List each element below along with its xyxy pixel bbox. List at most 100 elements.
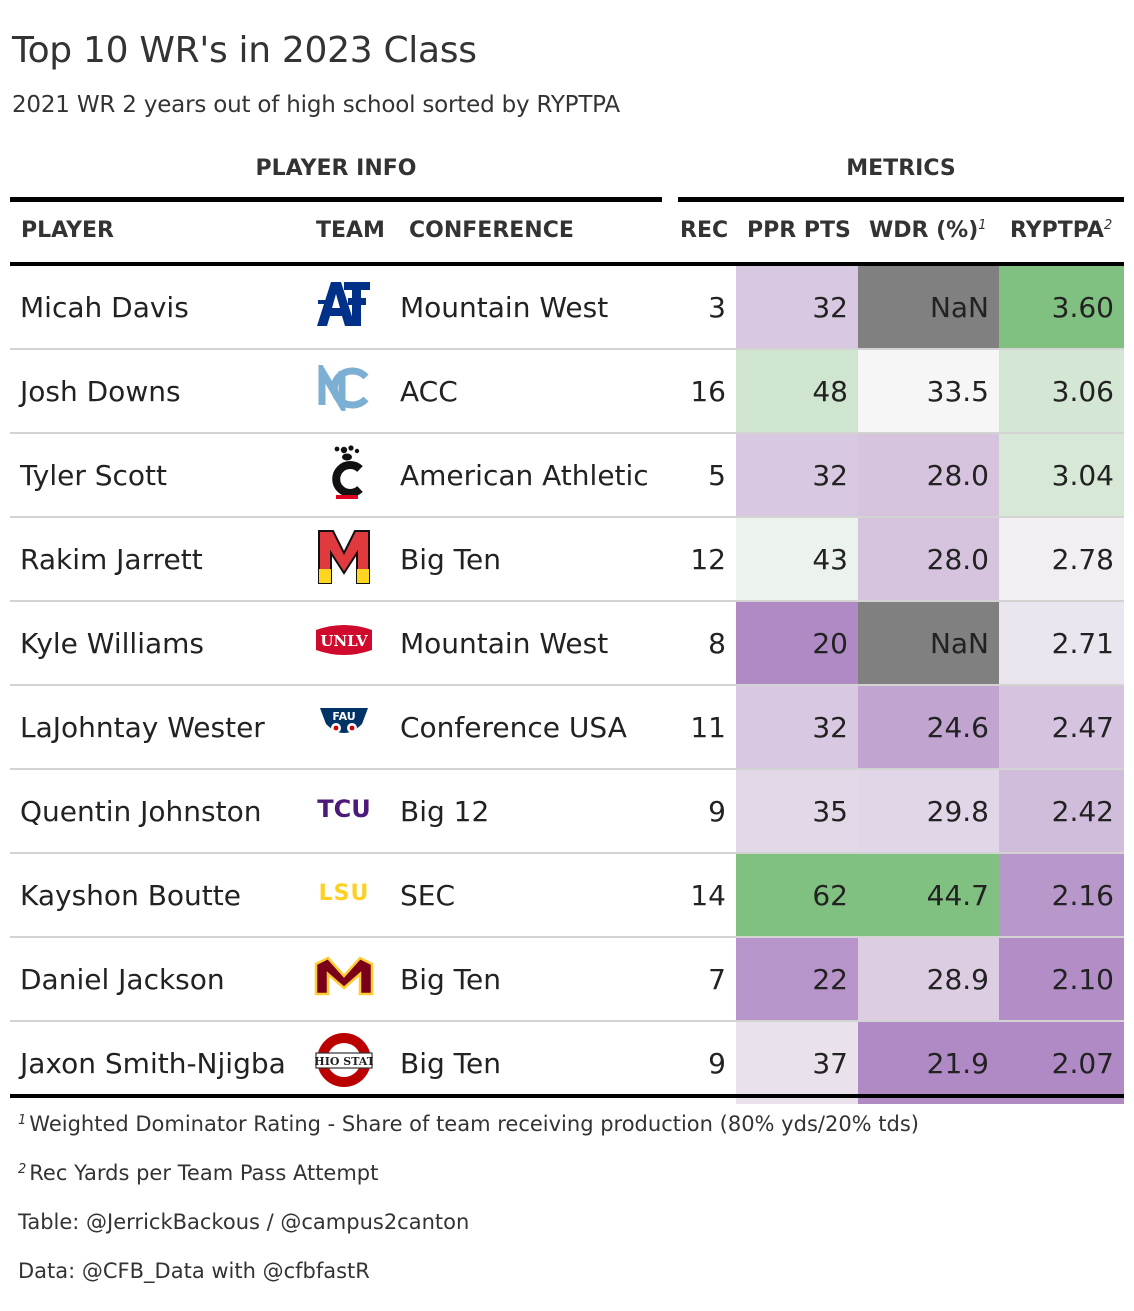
fau-logo: FAU [316, 704, 372, 744]
team-logo-cell [300, 266, 388, 350]
air-force-logo [314, 276, 374, 332]
footnote-1-text: Weighted Dominator Rating - Share of tea… [29, 1112, 920, 1136]
player-name-cell: Jaxon Smith-Njigba [20, 1046, 286, 1080]
player-name-cell: Kayshon Boutte [10, 853, 300, 938]
col-header-wdr-note: 1 [978, 218, 987, 233]
conference-cell: Conference USA [388, 685, 670, 770]
spanner-metrics: METRICS [846, 156, 956, 181]
table-row: Rakim Jarrett Big Ten 12 43 28.0 2.78 [10, 517, 1124, 602]
wdr-cell: NaN [858, 266, 999, 350]
ryptpa-cell: 2.42 [999, 769, 1124, 854]
ppr-cell: 32 [736, 685, 858, 770]
ppr-cell: 32 [736, 433, 858, 518]
col-header-ryptpa-note: 2 [1103, 218, 1113, 233]
source-table-credit: Table: @JerrickBackous / @campus2canton [18, 1210, 470, 1234]
conference-cell: Big Ten [388, 937, 670, 1022]
col-header-team: TEAM [316, 218, 385, 243]
ryptpa-cell: 2.07 [999, 1021, 1124, 1104]
col-header-player: PLAYER [21, 218, 114, 243]
table-row: Quentin Johnston TCU Big 12 9 35 29.8 2.42 [10, 769, 1124, 854]
table-row: Josh Downs ACC 16 48 33.5 3.06 [10, 349, 1124, 434]
footnote-1-mark: 1 [18, 1113, 27, 1128]
conference-cell: Big Ten [388, 517, 670, 602]
ohio-state-logo: OHIO STATE [315, 1031, 373, 1089]
ppr-cell: 43 [736, 517, 858, 602]
rec-cell: 11 [670, 685, 736, 770]
north-carolina-logo [314, 364, 374, 411]
ppr-cell: 32 [736, 266, 858, 350]
rec-cell: 9 [670, 769, 736, 854]
svg-text:FAU: FAU [332, 710, 355, 723]
wdr-cell: 28.0 [858, 433, 999, 518]
col-header-ppr: PPR PTS [747, 218, 851, 243]
wdr-cell: 29.8 [858, 769, 999, 854]
conference-cell: Big Ten [400, 1046, 501, 1080]
lsu-logo: LSU [313, 877, 375, 907]
svg-text:LSU: LSU [319, 881, 370, 906]
team-logo-cell [300, 517, 388, 602]
player-name-cell: Quentin Johnston [10, 769, 300, 854]
team-logo-cell [300, 349, 388, 434]
header-rule [10, 262, 1124, 266]
tcu-logo: TCU [314, 791, 374, 825]
player-name-cell: Tyler Scott [10, 433, 300, 518]
team-logo-cell: LSU [300, 853, 388, 938]
wdr-cell: 28.0 [858, 517, 999, 602]
rec-cell: 12 [670, 517, 736, 602]
player-name-cell: Josh Downs [10, 349, 300, 434]
ryptpa-cell: 2.71 [999, 601, 1124, 686]
svg-text:OHIO STATE: OHIO STATE [315, 1055, 373, 1068]
ppr-cell: 62 [736, 853, 858, 938]
team-logo-cell [300, 937, 388, 1022]
rec-cell: 3 [670, 266, 736, 350]
ppr-cell: 35 [736, 769, 858, 854]
player-name-cell: Micah Davis [10, 266, 300, 350]
team-logo-cell: UNLV [300, 601, 388, 686]
footnote-2-mark: 2 [18, 1162, 27, 1177]
player-name-cell: Rakim Jarrett [10, 517, 300, 602]
wdr-cell: 33.5 [858, 349, 999, 434]
table-row: Kyle Williams UNLV Mountain West 8 20 NaN 2.71 [10, 601, 1124, 686]
wdr-cell: 24.6 [858, 685, 999, 770]
bottom-rule [10, 1094, 1124, 1098]
conference-cell: ACC [388, 349, 670, 434]
unlv-logo: UNLV [314, 622, 374, 658]
table-row: Kayshon Boutte LSU SEC 14 62 44.7 2.16 [10, 853, 1124, 938]
ryptpa-cell: 2.10 [999, 937, 1124, 1022]
team-logo-cell [300, 433, 388, 518]
footnote-2: 2 Rec Yards per Team Pass Attempt [18, 1161, 378, 1185]
col-header-wdr-label: WDR (%) [869, 218, 979, 243]
spanner-metrics-rule [678, 197, 1124, 202]
table-row: Daniel Jackson Big Ten 7 22 28.9 2.10 [10, 937, 1124, 1022]
rec-cell: 7 [670, 937, 736, 1022]
ryptpa-cell: 2.16 [999, 853, 1124, 938]
table-row: Jaxon Smith-Njigba OHIO STATE Big Ten 9 3721… [10, 1021, 1124, 1104]
conference-cell: Big 12 [388, 769, 670, 854]
col-header-ryptpa: RYPTPA2 [1010, 218, 1112, 243]
wdr-cell: 28.9 [858, 937, 999, 1022]
player-name-cell: Kyle Williams [10, 601, 300, 686]
table-title: Top 10 WR's in 2023 Class [12, 30, 477, 71]
ryptpa-cell: 3.04 [999, 433, 1124, 518]
conference-cell: American Athletic [388, 433, 670, 518]
ppr-cell: 20 [736, 601, 858, 686]
team-logo-cell: OHIO STATE [300, 1021, 388, 1104]
col-header-wdr: WDR (%)1 [869, 218, 987, 243]
player-name-cell: Daniel Jackson [10, 937, 300, 1022]
wdr-cell: 44.7 [858, 853, 999, 938]
col-header-rec: REC [680, 218, 729, 243]
source-data-credit: Data: @CFB_Data with @cfbfastR [18, 1259, 370, 1283]
spanner-player-info-rule [10, 197, 662, 202]
rec-cell: 8 [670, 601, 736, 686]
svg-text:UNLV: UNLV [320, 632, 368, 650]
wdr-cell: NaN [858, 601, 999, 686]
rec-cell: 14 [670, 853, 736, 938]
player-name-cell: LaJohntay Wester [10, 685, 300, 770]
cincinnati-logo [320, 443, 368, 501]
team-logo-cell: FAU [300, 685, 388, 770]
spanner-player-info: PLAYER INFO [255, 156, 417, 181]
svg-text:TCU: TCU [317, 795, 370, 823]
rec-cell: 5 [670, 433, 736, 518]
team-logo-cell: TCU [300, 769, 388, 854]
